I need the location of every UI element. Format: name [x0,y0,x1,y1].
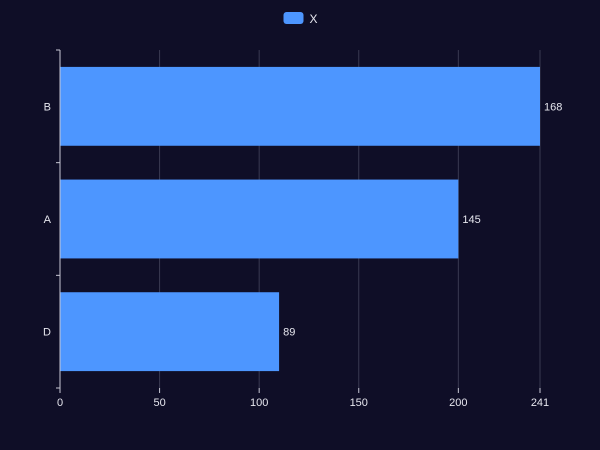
legend-label-x[interactable]: X [310,12,318,26]
bar-B[interactable] [60,66,540,146]
x-tick-label: 50 [153,397,165,409]
data-labels: 168 145 89 [283,101,562,338]
legend[interactable]: X [283,12,318,26]
x-tick-label: 100 [250,397,268,409]
y-category-label: B [44,101,51,113]
bar-A[interactable] [60,179,459,259]
legend-swatch-x[interactable] [283,12,304,24]
bar-D[interactable] [60,292,280,372]
y-category-label: D [43,327,51,339]
x-tick-label: 241 [531,397,549,409]
bars [60,66,540,372]
x-tick-label: 200 [449,397,467,409]
data-label-D: 89 [283,327,295,339]
data-label-A: 145 [462,214,480,226]
data-label-B: 168 [544,101,562,113]
y-category-label: A [44,214,52,226]
axes: 0 50 100 150 200 241 B A D [43,49,549,409]
x-tick-label: 0 [57,397,63,409]
x-tick-label: 150 [350,397,368,409]
